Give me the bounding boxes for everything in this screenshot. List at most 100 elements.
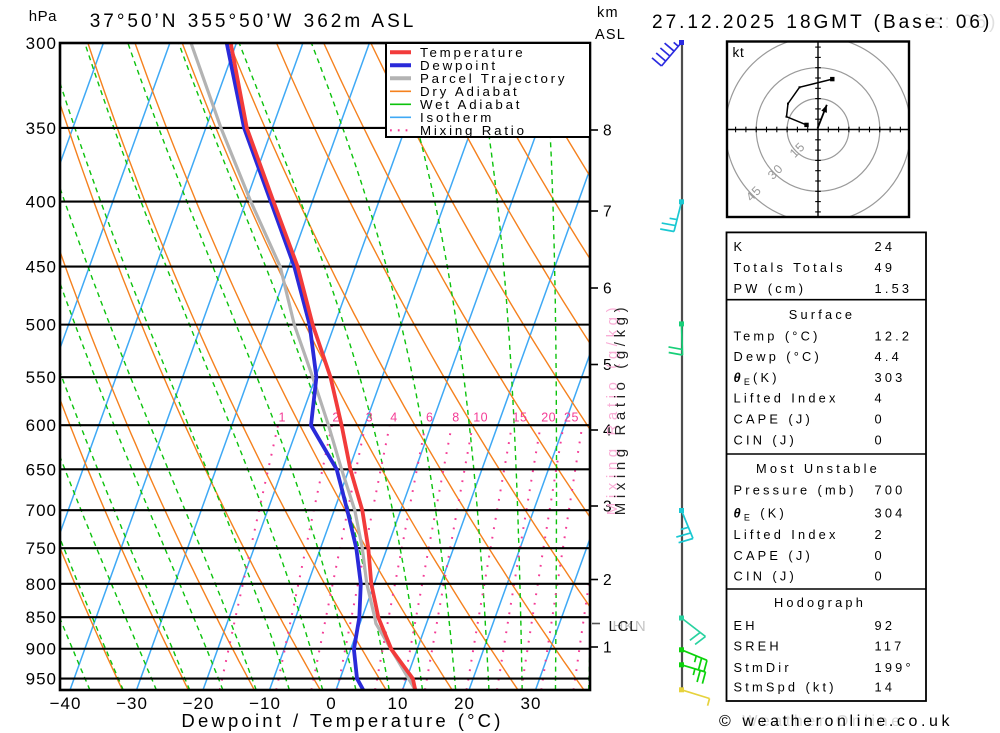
svg-text:450: 450	[26, 258, 57, 277]
svg-text:49: 49	[875, 260, 896, 275]
svg-text:−40: −40	[50, 694, 82, 713]
svg-text:km: km	[597, 5, 619, 21]
svg-text:20: 20	[541, 411, 556, 425]
svg-text:EH: EH	[734, 618, 758, 633]
svg-text:Dry Adiabat: Dry Adiabat	[420, 84, 520, 99]
svg-text:K: K	[734, 239, 746, 254]
svg-text:2: 2	[332, 411, 339, 425]
svg-text:ASL: ASL	[595, 27, 626, 43]
svg-text:1: 1	[603, 640, 612, 657]
svg-text:SREH: SREH	[734, 639, 782, 654]
svg-text:−20: −20	[183, 694, 215, 713]
svg-text:6: 6	[603, 281, 612, 298]
svg-text:Hodograph: Hodograph	[774, 595, 866, 610]
svg-text:4.4: 4.4	[875, 349, 902, 364]
svg-text:2: 2	[603, 572, 612, 589]
svg-text:27.12.2025 18GMT (Base: 06): 27.12.2025 18GMT (Base: 06)	[652, 12, 992, 33]
svg-text:4: 4	[603, 423, 612, 440]
svg-text:1.53: 1.53	[875, 281, 913, 296]
svg-text:900: 900	[26, 640, 57, 659]
svg-text:0: 0	[875, 569, 885, 584]
svg-text:3: 3	[603, 499, 612, 516]
svg-text:4: 4	[390, 411, 397, 425]
svg-text:Dewpoint / Temperature (°C): Dewpoint / Temperature (°C)	[181, 710, 503, 731]
svg-text:Totals Totals: Totals Totals	[734, 260, 846, 275]
svg-text:−10: −10	[249, 694, 281, 713]
svg-text:8: 8	[452, 411, 459, 425]
svg-text:Mixing Ratio (g/kg): Mixing Ratio (g/kg)	[604, 303, 621, 515]
svg-text:Most Unstable: Most Unstable	[756, 461, 880, 476]
svg-text:PW (cm): PW (cm)	[734, 281, 807, 296]
svg-text:Mixing Ratio: Mixing Ratio	[420, 123, 527, 138]
svg-text:0: 0	[875, 548, 885, 563]
svg-text:θE (K): θE (K)	[734, 506, 787, 523]
svg-text:14: 14	[875, 680, 896, 695]
svg-text:1: 1	[279, 411, 286, 425]
svg-text:Pressure (mb): Pressure (mb)	[734, 483, 857, 498]
svg-text:4: 4	[875, 391, 885, 406]
svg-text:10: 10	[388, 694, 409, 713]
svg-text:hPa: hPa	[29, 8, 57, 25]
svg-text:25: 25	[564, 411, 579, 425]
svg-text:300: 300	[26, 34, 57, 53]
svg-text:15: 15	[513, 411, 528, 425]
svg-text:0: 0	[326, 694, 336, 713]
svg-text:24: 24	[875, 239, 896, 254]
svg-text:Surface: Surface	[789, 307, 856, 322]
svg-text:0: 0	[875, 412, 885, 427]
svg-text:92: 92	[875, 618, 896, 633]
svg-text:37°50’N 355°50’W 362m ASL: 37°50’N 355°50’W 362m ASL	[90, 11, 417, 32]
svg-text:700: 700	[875, 483, 906, 498]
svg-text:Dewp (°C): Dewp (°C)	[734, 349, 822, 364]
svg-text:3: 3	[366, 411, 373, 425]
svg-text:Temperature: Temperature	[420, 45, 525, 60]
svg-text:StmDir: StmDir	[734, 660, 792, 675]
svg-text:650: 650	[26, 460, 57, 479]
svg-text:27.12.2025 18GMT (Basis: 06): 27.12.2025 18GMT (Basis: 06)	[652, 12, 998, 33]
svg-text:550: 550	[26, 368, 57, 387]
svg-text:HKN: HKN	[613, 618, 647, 635]
svg-text:10: 10	[473, 411, 488, 425]
svg-text:304: 304	[875, 506, 906, 521]
svg-text:LCL: LCL	[609, 618, 639, 635]
svg-text:8: 8	[603, 123, 612, 140]
svg-text:CAPE (J): CAPE (J)	[734, 548, 813, 563]
svg-text:Temp (°C): Temp (°C)	[734, 328, 821, 343]
svg-text:400: 400	[26, 193, 57, 212]
svg-text:Lifted Index: Lifted Index	[734, 391, 839, 406]
svg-text:950: 950	[26, 670, 57, 689]
svg-text:117: 117	[875, 639, 905, 654]
svg-text:Lifted Index: Lifted Index	[734, 527, 839, 542]
svg-text:0: 0	[875, 432, 885, 447]
svg-text:303: 303	[875, 370, 906, 385]
svg-text:StmSpd (kt): StmSpd (kt)	[734, 680, 837, 695]
svg-text:θE(K): θE(K)	[734, 370, 780, 387]
svg-text:700: 700	[26, 501, 57, 520]
svg-text:CIN (J): CIN (J)	[734, 432, 797, 447]
svg-text:Mixing Ratio (g/kg): Mixing Ratio (g/kg)	[612, 303, 629, 515]
svg-text:12.2: 12.2	[875, 328, 913, 343]
svg-text:7: 7	[603, 204, 612, 221]
svg-text:© weatheronline.co.uk: © weatheronline.co.uk	[719, 713, 953, 730]
svg-text:Wet Adiabat: Wet Adiabat	[420, 97, 522, 112]
svg-text:20: 20	[454, 694, 475, 713]
svg-text:199°: 199°	[875, 660, 914, 675]
svg-text:6: 6	[426, 411, 433, 425]
svg-text:850: 850	[26, 608, 57, 627]
svg-text:600: 600	[26, 416, 57, 435]
svg-text:Isotherm: Isotherm	[420, 110, 494, 125]
svg-text:© Weather Online: © Weather Online	[719, 713, 904, 730]
svg-text:5: 5	[603, 357, 612, 374]
svg-text:Parcel Trajectory: Parcel Trajectory	[420, 71, 567, 86]
svg-text:30: 30	[521, 694, 542, 713]
svg-text:Dewpoint: Dewpoint	[420, 58, 498, 73]
svg-text:750: 750	[26, 539, 57, 558]
svg-text:500: 500	[26, 316, 57, 335]
svg-text:2: 2	[875, 527, 885, 542]
svg-text:kt: kt	[733, 45, 745, 60]
svg-text:350: 350	[26, 119, 57, 138]
svg-text:CIN (J): CIN (J)	[734, 569, 797, 584]
svg-text:−30: −30	[116, 694, 148, 713]
svg-text:800: 800	[26, 575, 57, 594]
svg-text:CAPE (J): CAPE (J)	[734, 412, 813, 427]
